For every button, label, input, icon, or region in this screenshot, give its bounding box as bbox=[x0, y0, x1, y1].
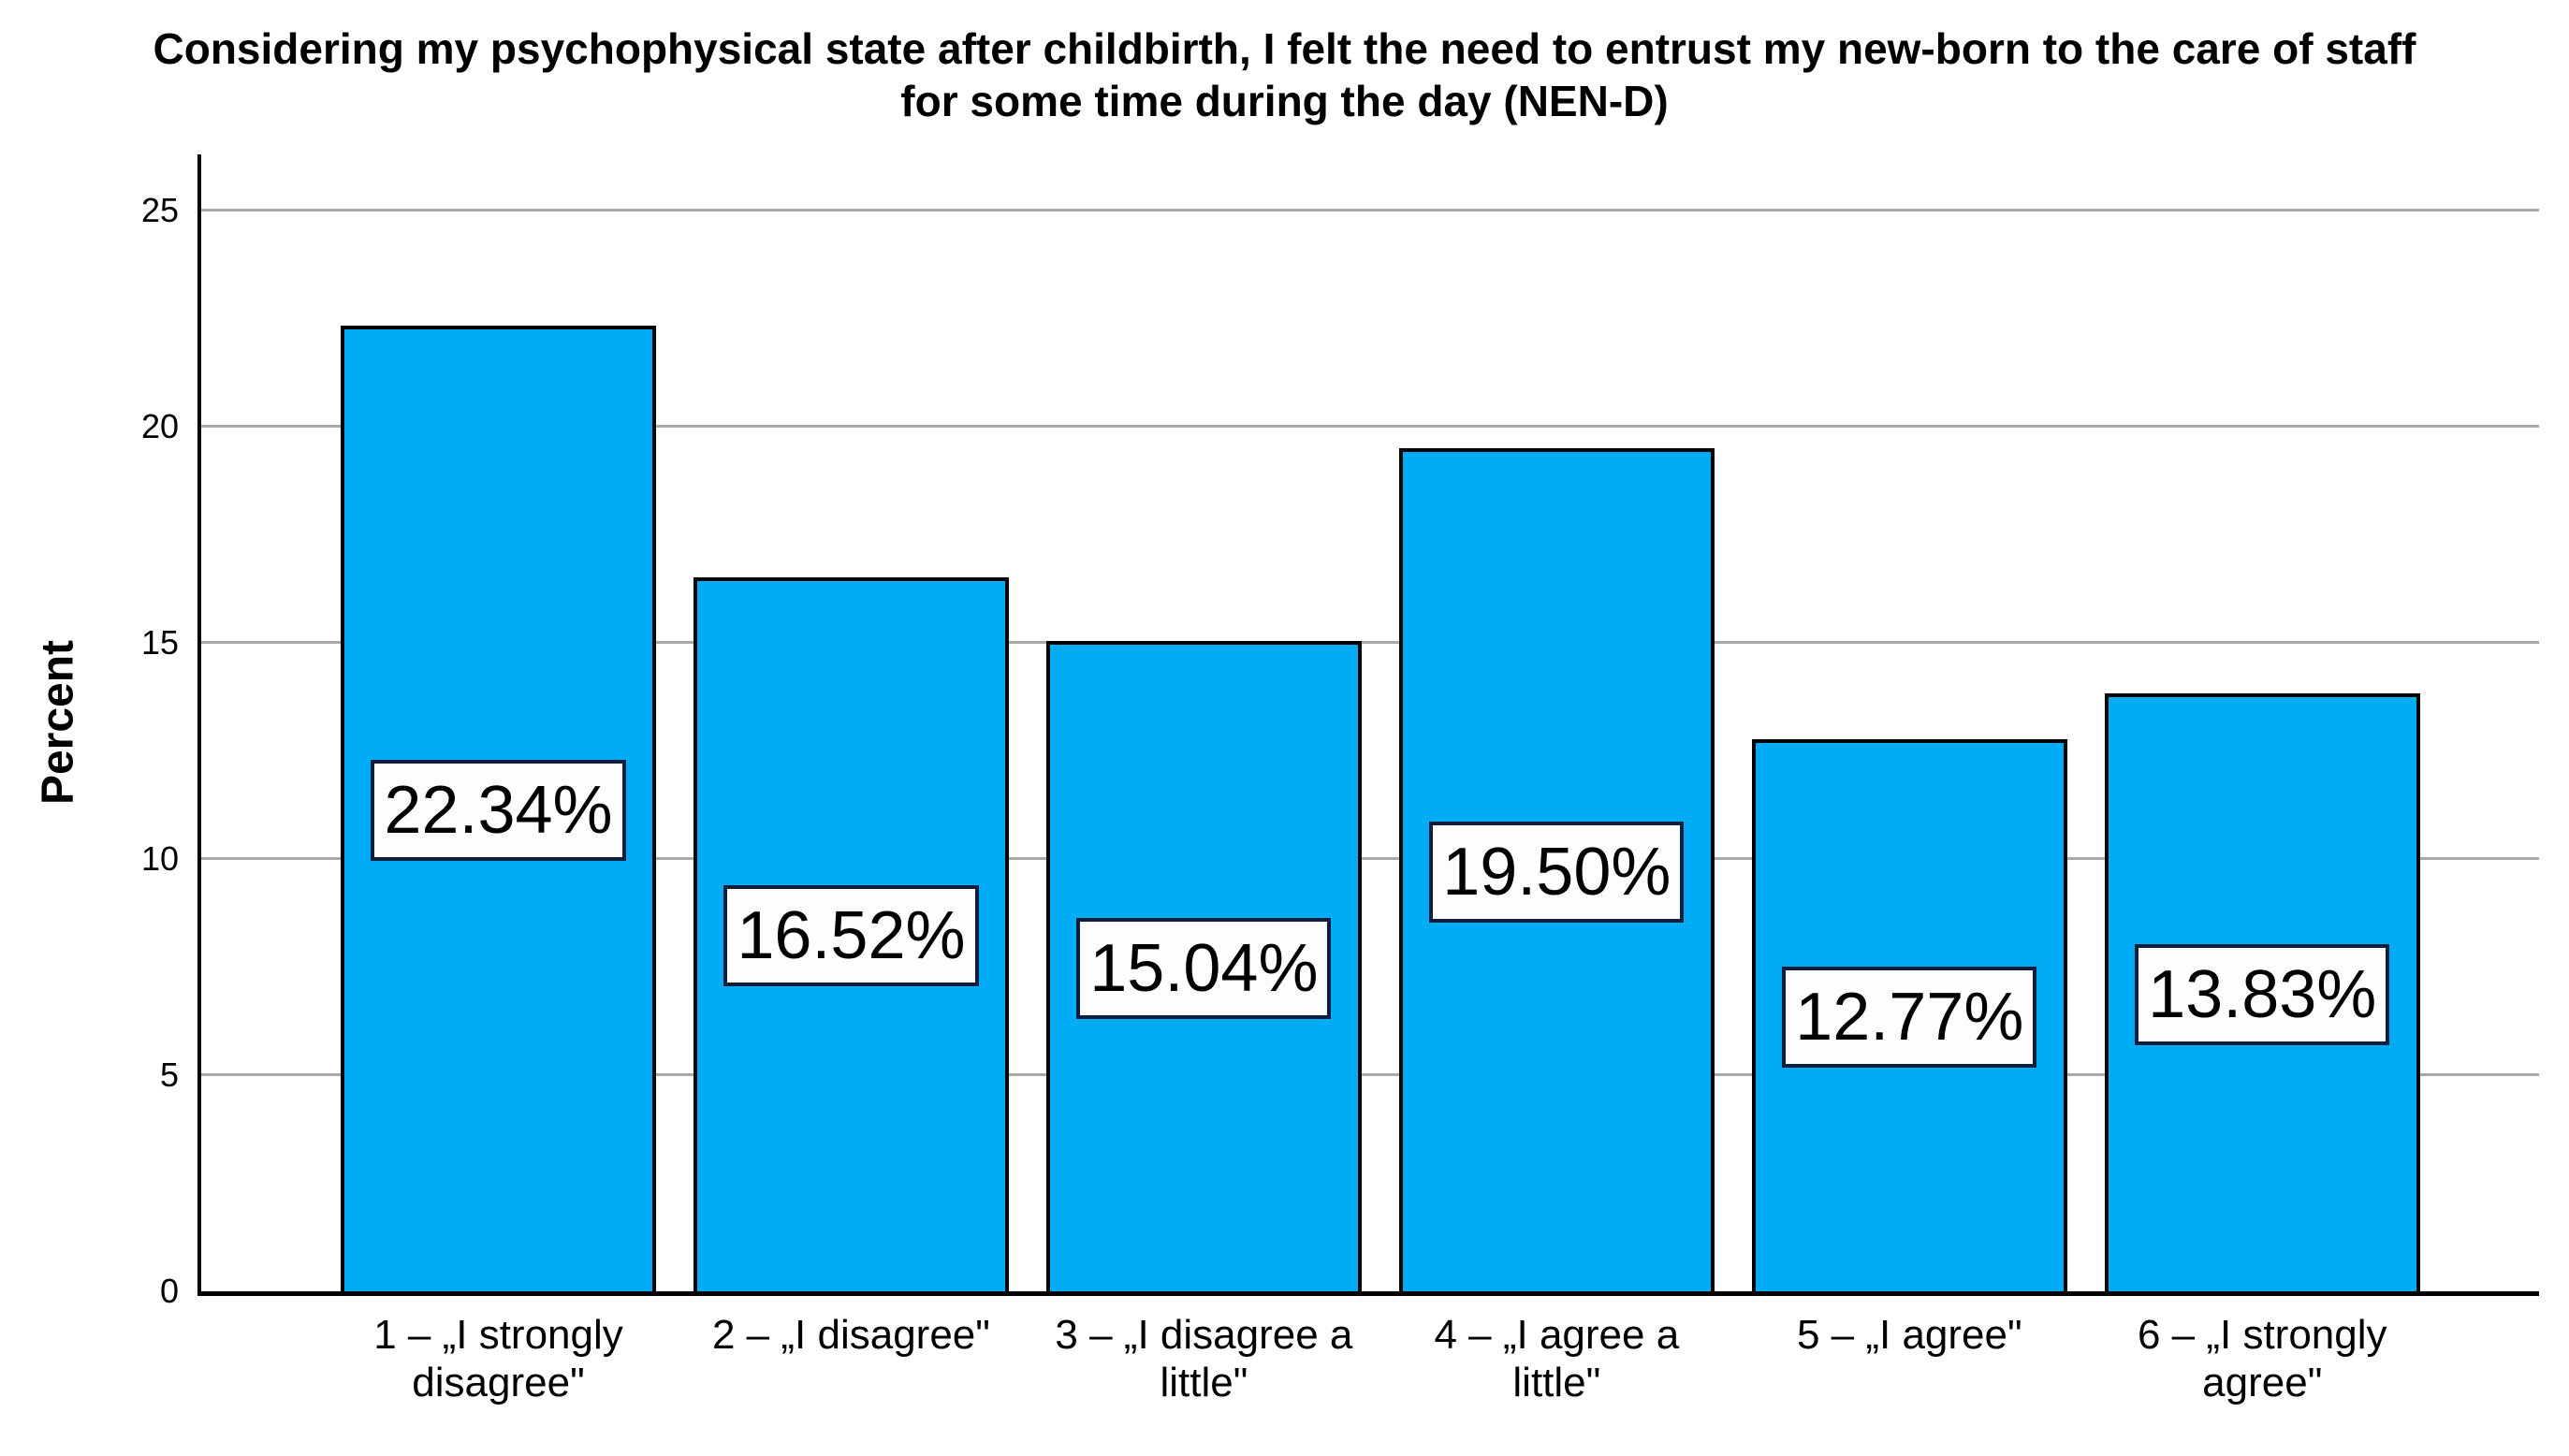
bar-value-label-2: 16.52% bbox=[723, 885, 979, 987]
chart-title-line-1: Considering my psychophysical state afte… bbox=[153, 24, 2416, 73]
bar-value-label-5: 12.77% bbox=[1782, 967, 2037, 1069]
chart-title: Considering my psychophysical state afte… bbox=[0, 22, 2569, 127]
bar-value-label-3: 15.04% bbox=[1076, 917, 1332, 1019]
chart-title-line-2: for some time during the day (NEN-D) bbox=[900, 77, 1669, 126]
x-axis-line bbox=[197, 1291, 2539, 1296]
bar-value-label-1: 22.34% bbox=[371, 759, 626, 861]
bar-6: 13.83% bbox=[2104, 693, 2420, 1291]
bar-value-label-6: 13.83% bbox=[2135, 943, 2390, 1045]
gridline-y-10 bbox=[201, 857, 2539, 861]
gridline-y-15 bbox=[201, 641, 2539, 645]
y-tick-label-5: 5 bbox=[159, 1056, 179, 1095]
y-tick-label-0: 0 bbox=[159, 1272, 179, 1310]
y-tick-label-10: 10 bbox=[140, 839, 179, 879]
x-category-label-3: 3 – „I disagree a little" bbox=[1055, 1312, 1353, 1405]
bar-5: 12.77% bbox=[1751, 739, 2067, 1291]
x-category-label-5: 5 – „I agree" bbox=[1796, 1312, 2022, 1358]
y-tick-label-15: 15 bbox=[140, 623, 179, 662]
x-category-label-1: 1 – „I strongly disagree" bbox=[373, 1312, 623, 1405]
y-axis-title: Percent bbox=[33, 639, 83, 806]
y-axis-line bbox=[197, 154, 201, 1293]
gridline-y-5 bbox=[201, 1073, 2539, 1077]
bar-value-label-4: 19.50% bbox=[1429, 821, 1685, 923]
y-tick-label-25: 25 bbox=[140, 191, 179, 230]
bar-1: 22.34% bbox=[341, 325, 656, 1291]
bar-2: 16.52% bbox=[693, 576, 1009, 1291]
bar-4: 19.50% bbox=[1398, 448, 1715, 1291]
y-tick-label-20: 20 bbox=[140, 407, 179, 446]
x-category-label-4: 4 – „I agree a little" bbox=[1434, 1312, 1680, 1405]
x-category-label-2: 2 – „I disagree" bbox=[711, 1312, 990, 1358]
bar-3: 15.04% bbox=[1045, 641, 1362, 1291]
plot-area: 0 5 10 15 20 25 22.34% 16.52% 15.04% 19.50% 12.77… bbox=[141, 154, 2539, 1405]
gridline-y-20 bbox=[201, 425, 2539, 429]
gridline-y-25 bbox=[201, 209, 2539, 212]
x-category-label-6: 6 – „I strongly agree" bbox=[2137, 1312, 2387, 1405]
